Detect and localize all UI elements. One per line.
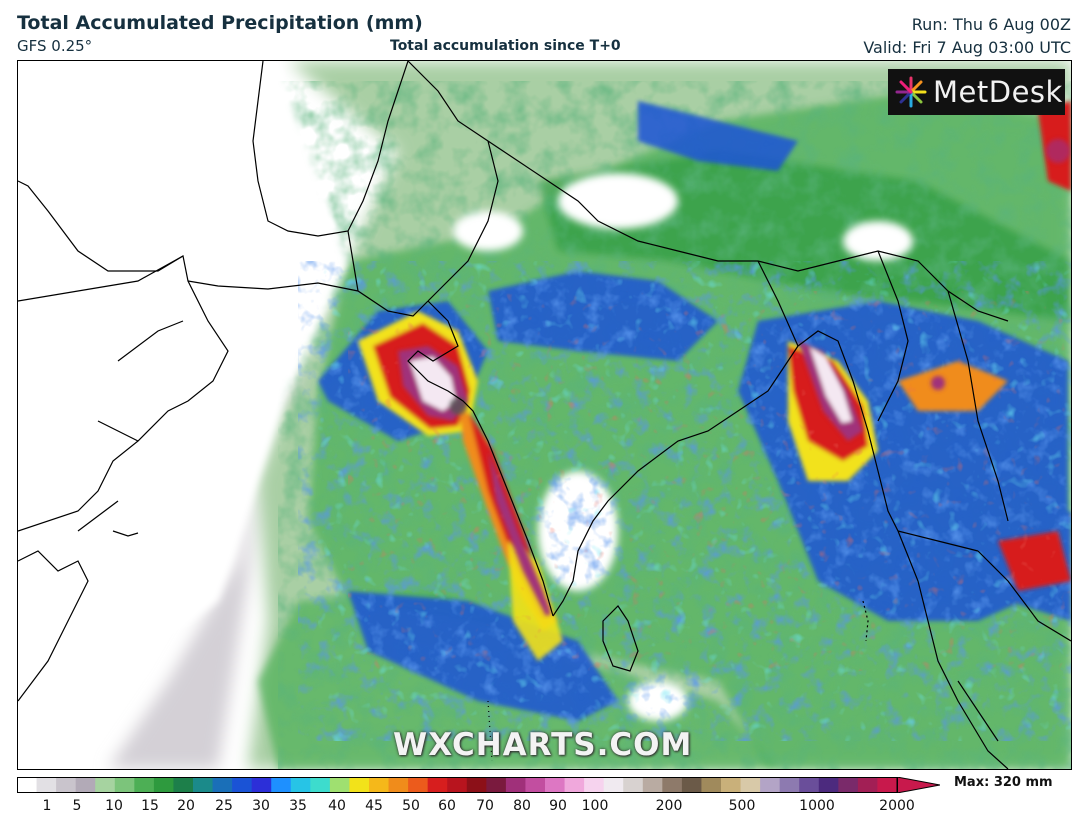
legend-tick-label: 70 xyxy=(476,798,494,814)
legend-tick-label: 40 xyxy=(328,798,346,814)
legend-color-cell xyxy=(173,777,194,793)
legend-color-cell xyxy=(584,777,605,793)
legend-color-cell xyxy=(623,777,644,793)
metdesk-burst-icon xyxy=(895,76,927,108)
legend-tick-label: 60 xyxy=(438,798,456,814)
legend-tick-label: 15 xyxy=(141,798,159,814)
legend-color-cell xyxy=(779,777,800,793)
legend-color-cell xyxy=(447,777,468,793)
legend-max-arrow xyxy=(896,777,940,793)
legend-color-cell xyxy=(134,777,155,793)
max-value-label: Max: 320 mm xyxy=(954,775,1053,790)
legend-tick-label: 45 xyxy=(365,798,383,814)
legend-tick-label: 25 xyxy=(215,798,233,814)
legend-tick-label: 30 xyxy=(252,798,270,814)
legend-color-cell xyxy=(857,777,879,793)
legend-color-cell xyxy=(466,777,487,793)
coastlines xyxy=(18,61,1071,769)
legend-color-cell xyxy=(642,777,663,793)
legend-color-cell xyxy=(877,777,898,793)
legend-tick-label: 50 xyxy=(402,798,420,814)
legend-color-cell xyxy=(662,777,683,793)
legend-color-cell xyxy=(75,777,96,793)
legend-tick-label: 5 xyxy=(72,798,82,814)
legend-color-cell xyxy=(681,777,703,793)
legend-tick-label: 100 xyxy=(581,798,609,814)
legend-color-cell xyxy=(232,777,253,793)
legend-tick-label: 20 xyxy=(177,798,195,814)
legend-tick-label: 10 xyxy=(105,798,123,814)
legend-color-cell xyxy=(271,777,292,793)
legend-color-cell xyxy=(193,777,214,793)
legend-color-cell xyxy=(486,777,507,793)
legend-color-cell xyxy=(701,777,722,793)
legend-color-cell xyxy=(17,777,38,793)
legend-tick-label: 1 xyxy=(42,798,52,814)
legend-color-cell xyxy=(56,777,77,793)
legend-color-cell xyxy=(408,777,429,793)
legend-color-cell xyxy=(251,777,272,793)
legend-color-cell xyxy=(760,777,781,793)
legend-color-cell xyxy=(388,777,409,793)
model-name: GFS 0.25° xyxy=(17,37,93,55)
legend-tick-label: 80 xyxy=(513,798,531,814)
legend-color-cell xyxy=(740,777,761,793)
legend-color-cell xyxy=(525,777,546,793)
legend-tick-label: 1000 xyxy=(799,798,835,814)
precipitation-map[interactable] xyxy=(17,60,1072,770)
legend-color-cell xyxy=(564,777,585,793)
legend-color-cell xyxy=(818,777,839,793)
legend-color-cell xyxy=(369,777,390,793)
valid-time: Valid: Fri 7 Aug 03:00 UTC xyxy=(863,38,1071,57)
legend-tick-label: 35 xyxy=(289,798,307,814)
legend-color-cell xyxy=(95,777,116,793)
page-title: Total Accumulated Precipitation (mm) xyxy=(17,12,423,34)
legend-color-cell xyxy=(212,777,233,793)
precip-extreme-cores xyxy=(398,139,1070,616)
legend-tick-label: 90 xyxy=(549,798,567,814)
legend-color-cell xyxy=(545,777,566,793)
legend-color-cell xyxy=(329,777,351,793)
legend-color-cell xyxy=(838,777,859,793)
legend-color-cell xyxy=(290,777,311,793)
run-time: Run: Thu 6 Aug 00Z xyxy=(911,15,1071,34)
legend-color-cell xyxy=(427,777,448,793)
watermark: WXCHARTS.COM xyxy=(393,727,693,763)
legend-color-cell xyxy=(603,777,624,793)
legend-color-cell xyxy=(349,777,370,793)
metdesk-logo: MetDesk xyxy=(888,69,1065,115)
logo-text: MetDesk xyxy=(933,75,1063,109)
legend-color-cell xyxy=(310,777,331,793)
legend-tick-label: 200 xyxy=(655,798,683,814)
map-canvas xyxy=(18,61,1071,769)
legend-tick-label: 2000 xyxy=(879,798,915,814)
legend-tick-label: 500 xyxy=(728,798,756,814)
legend-color-cell xyxy=(721,777,742,793)
legend-color-cell xyxy=(799,777,820,793)
legend-color-cell xyxy=(153,777,175,793)
legend-color-cell xyxy=(114,777,135,793)
legend-color-cell xyxy=(505,777,527,793)
legend-color-cell xyxy=(36,777,57,793)
map-subtitle: Total accumulation since T+0 xyxy=(390,38,621,54)
legend-tick-labels: 1 5 10 15 20 25 30 35 40 45 50 60 70 80 90 100 200 500 100… xyxy=(17,798,947,818)
legend-colorbar xyxy=(17,777,940,793)
